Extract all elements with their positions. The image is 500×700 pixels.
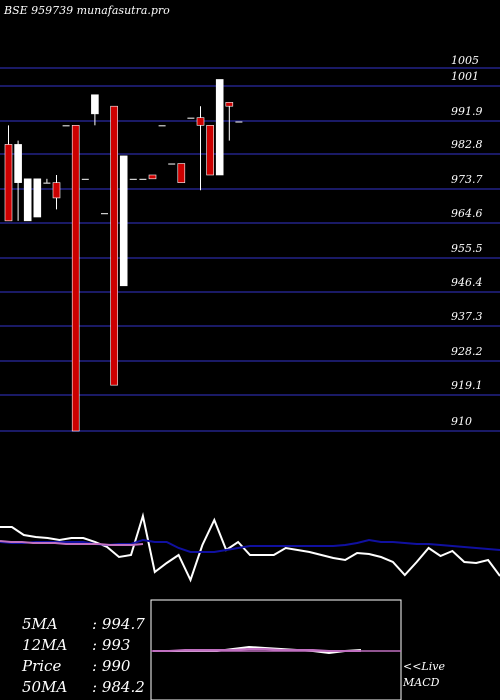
ma-label: 5MA	[22, 615, 58, 633]
candle-body	[4, 144, 13, 222]
price-tick-label: 1001	[451, 70, 479, 83]
price-tick-label: 1005	[451, 54, 479, 67]
ma-value: : 984.2	[92, 678, 145, 696]
macd-frame	[150, 599, 402, 700]
indicator-series-line	[0, 540, 144, 546]
price-tick-label: 982.8	[451, 138, 483, 151]
candle-body	[33, 178, 42, 218]
price-tick-label: 919.1	[451, 379, 483, 392]
ma-label: 12MA	[22, 636, 68, 654]
candle-body	[168, 163, 176, 165]
candle-body	[196, 117, 205, 126]
indicator-panel	[0, 512, 500, 583]
candle-body	[119, 155, 128, 287]
macd-label[interactable]: <<Live MACD	[403, 659, 445, 691]
candle-body	[215, 79, 224, 176]
candle-body	[81, 178, 89, 180]
price-tick-label: 937.3	[451, 310, 483, 323]
candle-body	[71, 125, 80, 432]
price-axis: 1005 1001 991.9 982.8 973.7 964.6 955.5 946.4 93…	[451, 54, 483, 428]
candle-body	[52, 182, 61, 199]
candle-body	[235, 121, 243, 123]
candle-body	[177, 163, 186, 183]
candle-body	[206, 125, 214, 176]
candle-body	[110, 105, 118, 386]
candle-body	[43, 182, 51, 184]
macd-live-link[interactable]: <<Live	[403, 660, 445, 673]
ma-value: : 993	[92, 636, 131, 654]
ma-row-5: 5MA : 994.7	[22, 614, 145, 635]
price-grid	[0, 67, 500, 432]
ma-row-price: Price : 990	[22, 656, 145, 677]
price-tick-label: 964.6	[451, 207, 483, 220]
candle-body	[101, 213, 108, 215]
ma-row-50: 50MA : 984.2	[22, 677, 145, 698]
candle-body	[129, 178, 137, 180]
ma-value: : 994.7	[92, 615, 145, 633]
candle-body	[158, 125, 166, 127]
macd-label-text: MACD	[403, 676, 440, 689]
candle-body	[62, 125, 70, 127]
ma-row-12: 12MA : 993	[22, 635, 145, 656]
candle-body	[91, 94, 99, 115]
ma-label: 50MA	[22, 678, 68, 696]
price-tick-label: 973.7	[451, 173, 483, 186]
candle-body	[139, 178, 147, 180]
candle-body	[23, 178, 32, 222]
candle-body	[187, 117, 195, 119]
ma-value: : 990	[92, 657, 131, 675]
price-tick-label: 928.2	[451, 345, 483, 358]
candle-body	[14, 144, 22, 183]
macd-panel	[150, 599, 402, 700]
chart-title: BSE 959739 munafasutra.pro	[4, 4, 170, 17]
candle-body	[225, 102, 234, 107]
indicator-series-line	[0, 512, 500, 583]
price-tick-label: 946.4	[451, 276, 483, 289]
candles	[4, 79, 243, 432]
price-tick-label: 910	[451, 415, 472, 428]
ma-label: Price	[22, 657, 62, 675]
price-tick-label: 955.5	[451, 242, 483, 255]
moving-average-readout: 5MA : 994.7 12MA : 993 Price : 990 50MA …	[22, 614, 145, 698]
price-tick-label: 991.9	[451, 105, 483, 118]
indicator-series-line	[0, 538, 500, 553]
candle-body	[148, 174, 157, 180]
